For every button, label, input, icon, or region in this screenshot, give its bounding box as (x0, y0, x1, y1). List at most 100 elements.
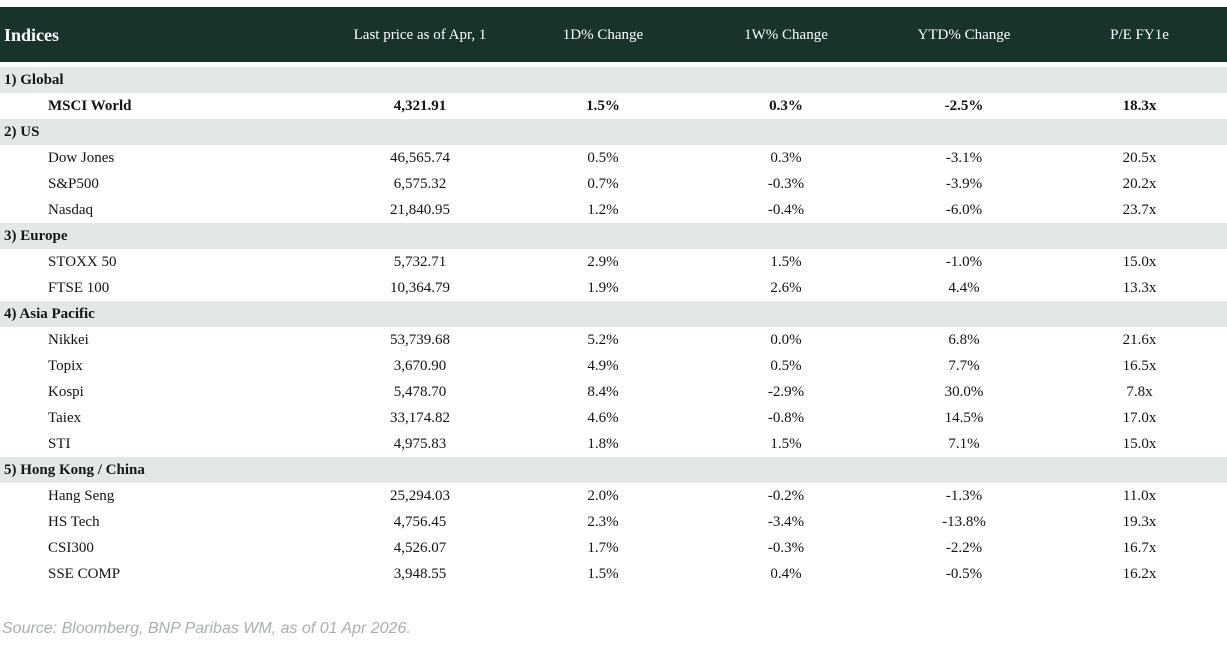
change-1d: 2.0% (587, 487, 619, 504)
change-1w: 0.0% (770, 331, 802, 348)
change-1w: 0.3% (770, 149, 802, 166)
last-price: 5,732.71 (393, 253, 447, 270)
index-row: S&P500 6,575.32 0.7% -0.3% -3.9% 20.2x (0, 171, 1227, 197)
change-ytd: 4.4% (948, 279, 980, 296)
change-1d: 5.2% (587, 331, 619, 348)
last-price: 33,174.82 (390, 409, 450, 426)
index-name: STI (48, 435, 71, 452)
pe-ratio: 17.0x (1122, 409, 1157, 426)
pe-ratio: 20.5x (1122, 149, 1157, 166)
section-row: 1) Global (0, 67, 1227, 93)
index-name: Taiex (48, 409, 82, 426)
change-1w: -0.2% (767, 487, 805, 504)
index-row: FTSE 100 10,364.79 1.9% 2.6% 4.4% 13.3x (0, 275, 1227, 301)
pe-ratio: 19.3x (1122, 513, 1157, 530)
pe-ratio: 16.2x (1122, 565, 1157, 582)
index-row: HS Tech 4,756.45 2.3% -3.4% -13.8% 19.3x (0, 509, 1227, 535)
change-ytd: -2.5% (944, 97, 984, 114)
index-name: MSCI World (48, 97, 132, 114)
index-row: SSE COMP 3,948.55 1.5% 0.4% -0.5% 16.2x (0, 561, 1227, 587)
last-price: 4,321.91 (393, 97, 447, 114)
change-1w: 1.5% (770, 253, 802, 270)
pe-ratio: 23.7x (1122, 201, 1157, 218)
last-price: 25,294.03 (390, 487, 450, 504)
pe-ratio: 21.6x (1122, 331, 1157, 348)
section-label: 1) Global (4, 71, 64, 88)
change-1d: 2.3% (587, 513, 619, 530)
change-ytd: -0.5% (945, 565, 983, 582)
index-row: Hang Seng 25,294.03 2.0% -0.2% -1.3% 11.0x (0, 483, 1227, 509)
change-ytd: -6.0% (945, 201, 983, 218)
index-name: STOXX 50 (48, 253, 117, 270)
section-label: 2) US (4, 123, 40, 140)
index-name: S&P500 (48, 175, 99, 192)
change-ytd: -13.8% (942, 513, 986, 530)
pe-ratio: 7.8x (1126, 383, 1153, 400)
last-price: 4,756.45 (393, 513, 447, 530)
change-1d: 4.9% (587, 357, 619, 374)
pe-ratio: 20.2x (1122, 175, 1157, 192)
change-1d: 1.9% (587, 279, 619, 296)
change-1d: 4.6% (587, 409, 619, 426)
index-row: Taiex 33,174.82 4.6% -0.8% 14.5% 17.0x (0, 405, 1227, 431)
index-name: Dow Jones (48, 149, 115, 166)
change-1w: 0.3% (769, 97, 803, 114)
change-ytd: 7.1% (948, 435, 980, 452)
index-row: CSI300 4,526.07 1.7% -0.3% -2.2% 16.7x (0, 535, 1227, 561)
change-ytd: -1.0% (945, 253, 983, 270)
change-ytd: 14.5% (944, 409, 984, 426)
index-row: MSCI World 4,321.91 1.5% 0.3% -2.5% 18.3x (0, 93, 1227, 119)
change-1d: 1.8% (587, 435, 619, 452)
change-1w: 2.6% (770, 279, 802, 296)
index-row: Nasdaq 21,840.95 1.2% -0.4% -6.0% 23.7x (0, 197, 1227, 223)
change-1w: -2.9% (767, 383, 805, 400)
change-1d: 8.4% (587, 383, 619, 400)
index-row: Nikkei 53,739.68 5.2% 0.0% 6.8% 21.6x (0, 327, 1227, 353)
last-price: 21,840.95 (390, 201, 450, 218)
column-header-pe: P/E FY1e (1110, 26, 1169, 43)
section-label: 5) Hong Kong / China (4, 461, 145, 478)
change-ytd: 30.0% (944, 383, 984, 400)
change-ytd: 7.7% (948, 357, 980, 374)
index-name: Hang Seng (48, 487, 115, 504)
column-header-ytd-change: YTD% Change (917, 26, 1011, 43)
change-1d: 2.9% (587, 253, 619, 270)
section-row: 2) US (0, 119, 1227, 145)
index-row: STOXX 50 5,732.71 2.9% 1.5% -1.0% 15.0x (0, 249, 1227, 275)
last-price: 3,948.55 (393, 565, 447, 582)
change-ytd: 6.8% (948, 331, 980, 348)
index-row: STI 4,975.83 1.8% 1.5% 7.1% 15.0x (0, 431, 1227, 457)
last-price: 6,575.32 (393, 175, 447, 192)
index-name: FTSE 100 (48, 279, 110, 296)
change-1w: 0.4% (770, 565, 802, 582)
index-name: Kospi (48, 383, 84, 400)
change-1d: 1.7% (587, 539, 619, 556)
change-1d: 1.2% (587, 201, 619, 218)
index-name: CSI300 (48, 539, 94, 556)
section-label: 4) Asia Pacific (4, 305, 95, 322)
change-1w: -3.4% (767, 513, 805, 530)
pe-ratio: 16.5x (1122, 357, 1157, 374)
section-label: 3) Europe (4, 227, 68, 244)
last-price: 4,526.07 (393, 539, 447, 556)
column-header-1w-change: 1W% Change (744, 26, 828, 43)
last-price: 10,364.79 (390, 279, 450, 296)
column-header-last-price: Last price as of Apr, 1 (353, 26, 487, 43)
change-1w: -0.4% (767, 201, 805, 218)
last-price: 4,975.83 (393, 435, 447, 452)
change-ytd: -1.3% (945, 487, 983, 504)
indices-table: 1) Global MSCI World 4,321.91 1.5% 0.3% -2.5%… (0, 67, 1227, 587)
change-ytd: -3.1% (945, 149, 983, 166)
change-1d: 0.7% (587, 175, 619, 192)
pe-ratio: 13.3x (1122, 279, 1157, 296)
change-1w: 1.5% (770, 435, 802, 452)
column-header-1d-change: 1D% Change (562, 26, 644, 43)
last-price: 46,565.74 (390, 149, 450, 166)
index-name: Nikkei (48, 331, 89, 348)
change-1w: -0.3% (767, 539, 805, 556)
pe-ratio: 11.0x (1122, 487, 1157, 504)
change-ytd: -2.2% (945, 539, 983, 556)
pe-ratio: 16.7x (1122, 539, 1157, 556)
pe-ratio: 18.3x (1122, 97, 1157, 114)
change-1w: -0.8% (767, 409, 805, 426)
